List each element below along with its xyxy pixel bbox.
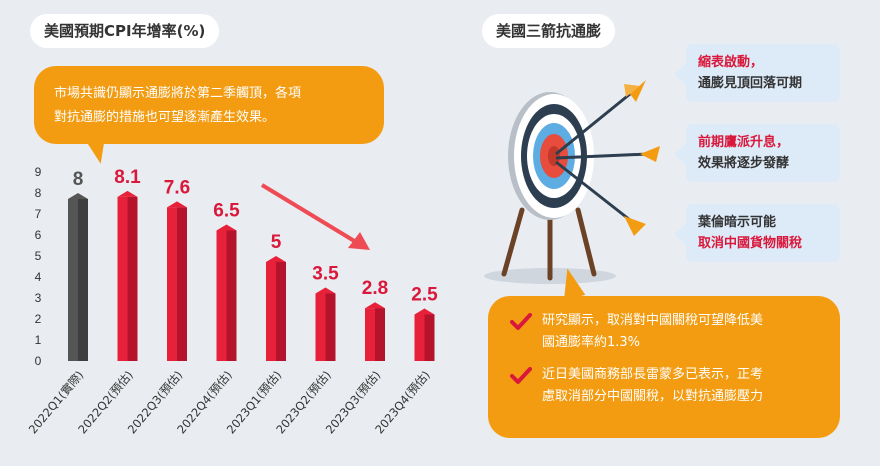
bar-cap	[216, 224, 237, 231]
bar-cap	[117, 190, 138, 197]
value-label: 2.5	[411, 285, 438, 306]
info-item: 研究顯示，取消對中國關稅可望降低美 國通膨率約1.3%	[506, 310, 822, 354]
value-label: 8.1	[114, 167, 141, 188]
y-tick-label: 2	[35, 312, 42, 326]
bar-cap	[68, 193, 88, 199]
arrow-shaft-1	[555, 92, 631, 156]
y-tick-label: 4	[35, 270, 42, 284]
note-3-red: 取消中國貨物關稅	[698, 236, 803, 251]
note-2-line2: 效果將逐步發酵	[698, 156, 790, 171]
note-2-red: 前期鷹派升息，	[698, 135, 790, 150]
arrow-fletch-1b	[624, 84, 640, 97]
section-title: 美國三箭抗通膨	[482, 14, 616, 48]
value-label: 5	[271, 232, 282, 253]
bar-cap	[167, 201, 187, 208]
note-rate-hike: 前期鷹派升息， 效果將逐步發酵	[674, 124, 840, 182]
info-2-line1: 近日美國商務部長雷蒙多已表示，正考	[542, 367, 764, 382]
bar-shade	[127, 196, 138, 361]
y-tick-label: 7	[35, 207, 42, 221]
target-illustration	[484, 80, 660, 284]
value-label: 2.8	[362, 278, 388, 299]
bar-shade	[226, 230, 237, 361]
arrow-fletch-3	[624, 216, 646, 236]
y-tick-label: 8	[35, 186, 42, 200]
note-1-red: 縮表啟動，	[698, 55, 764, 70]
target-leg-left	[501, 207, 525, 277]
target-leg-right	[575, 207, 597, 277]
bar-shade	[424, 314, 435, 361]
bar-shade	[177, 207, 187, 361]
arrow-shaft-3	[555, 160, 631, 222]
note-1-line2: 通膨見頂回落可期	[698, 76, 803, 91]
bar-cap	[414, 308, 435, 315]
check-icon	[510, 367, 532, 384]
arrow-shaft-2	[555, 152, 649, 160]
info-box: 研究顯示，取消對中國關稅可望降低美 國通膨率約1.3% 近日美國商務部長雷蒙多已…	[488, 296, 840, 438]
bar-shade	[78, 199, 88, 361]
bar-shade	[276, 262, 286, 361]
y-tick-label: 1	[35, 333, 42, 347]
y-tick-label: 5	[35, 249, 42, 263]
bar-cap	[266, 256, 286, 262]
value-label: 3.5	[312, 264, 339, 285]
speech-bubble: 市場共識仍顯示通膨將於第二季觸頂，各項 對抗通膨的措施也可望逐漸產生效果。	[34, 66, 384, 144]
value-label: 7.6	[164, 177, 190, 198]
bubble-line-1: 市場共識仍顯示通膨將於第二季觸頂，各項	[54, 86, 302, 101]
info-1-line2: 國通膨率約1.3%	[542, 335, 641, 350]
info-item: 近日美國商務部長雷蒙多已表示，正考 慮取消部分中國關稅，以對抗通膨壓力	[506, 364, 822, 408]
y-tick-label: 9	[35, 165, 42, 179]
info-2-line2: 慮取消部分中國關稅，以對抗通膨壓力	[542, 389, 764, 404]
bubble-line-2: 對抗通膨的措施也可望逐漸產生效果。	[54, 110, 276, 125]
info-1-line1: 研究顯示，取消對中國關稅可望降低美	[542, 313, 764, 328]
trend-arrow-line	[260, 183, 358, 244]
value-label: 6.5	[213, 201, 240, 222]
bar-shade	[325, 293, 336, 361]
y-tick-label: 6	[35, 228, 42, 242]
note-qt: 縮表啟動， 通膨見頂回落可期	[674, 44, 840, 102]
note-tariff: 葉倫暗示可能 取消中國貨物關稅	[674, 204, 840, 262]
bar-cap	[365, 302, 385, 309]
note-pointer	[674, 224, 686, 244]
value-label: 8	[73, 169, 84, 190]
y-tick-label: 0	[35, 354, 42, 368]
bar-shade	[375, 308, 385, 361]
check-icon	[510, 313, 532, 330]
bar-cap	[315, 287, 336, 294]
trend-arrow-head	[348, 232, 370, 250]
arrow-fletch-1	[630, 80, 646, 102]
y-tick-label: 3	[35, 291, 42, 305]
chart-title: 美國預期CPI年增率(%)	[30, 14, 220, 48]
note-pointer	[674, 64, 686, 84]
note-3-line1: 葉倫暗示可能	[698, 215, 777, 230]
arrow-fletch-2	[640, 146, 660, 162]
note-pointer	[674, 144, 686, 164]
